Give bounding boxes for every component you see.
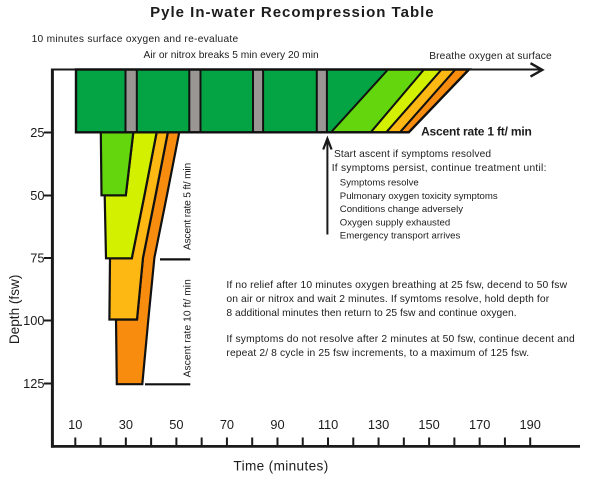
svg-text:10: 10 bbox=[68, 417, 82, 432]
svg-text:Depth (fsw): Depth (fsw) bbox=[7, 275, 22, 345]
svg-text:75: 75 bbox=[30, 251, 44, 266]
svg-text:8 additional minutes then retu: 8 additional minutes then return to 25 f… bbox=[226, 308, 516, 319]
svg-text:Emergency transport arrives: Emergency transport arrives bbox=[340, 230, 461, 241]
svg-text:If symptoms persist, continue: If symptoms persist, continue treatment … bbox=[332, 163, 547, 174]
svg-text:100: 100 bbox=[23, 313, 44, 328]
svg-text:Ascent rate 1 ft/ min: Ascent rate 1 ft/ min bbox=[421, 124, 531, 138]
svg-text:Oxygen supply exhausted: Oxygen supply exhausted bbox=[340, 217, 450, 228]
svg-text:150: 150 bbox=[418, 417, 439, 432]
svg-text:130: 130 bbox=[368, 417, 389, 432]
svg-text:Symptoms resolve: Symptoms resolve bbox=[340, 178, 419, 189]
svg-text:125: 125 bbox=[23, 376, 44, 391]
svg-text:If no relief after 10 minutes: If no relief after 10 minutes oxygen bre… bbox=[226, 280, 567, 291]
svg-text:Ascent rate 5 ft/ min: Ascent rate 5 ft/ min bbox=[183, 163, 194, 250]
svg-text:90: 90 bbox=[270, 417, 284, 432]
svg-text:Pyle In-water Recompression Ta: Pyle In-water Recompression Table bbox=[150, 4, 434, 21]
svg-text:25: 25 bbox=[30, 125, 44, 140]
svg-text:70: 70 bbox=[220, 417, 234, 432]
svg-text:50: 50 bbox=[169, 417, 183, 432]
svg-text:Conditions change adversely: Conditions change adversely bbox=[340, 204, 463, 215]
svg-text:If symptoms do not resolve aft: If symptoms do not resolve after 2 minut… bbox=[226, 334, 575, 345]
svg-text:Start ascent if symptoms resol: Start ascent if symptoms resolved bbox=[334, 149, 491, 160]
svg-text:Pulmonary oxygen toxicity symp: Pulmonary oxygen toxicity symptoms bbox=[340, 191, 498, 202]
svg-text:110: 110 bbox=[318, 417, 338, 432]
svg-text:repeat 2/ 8 cycle in 25 fsw in: repeat 2/ 8 cycle in 25 fsw increments, … bbox=[226, 348, 529, 359]
svg-text:Time (minutes): Time (minutes) bbox=[233, 459, 328, 474]
svg-text:Breathe oxygen at surface: Breathe oxygen at surface bbox=[429, 51, 552, 62]
svg-text:50: 50 bbox=[30, 188, 44, 203]
svg-text:Ascent rate 10 ft/ min: Ascent rate 10 ft/ min bbox=[183, 279, 194, 377]
svg-text:on air or nitrox and wait 2 mi: on air or nitrox and wait 2 minutes. If … bbox=[226, 294, 549, 305]
svg-text:170: 170 bbox=[469, 417, 490, 432]
svg-text:30: 30 bbox=[119, 417, 133, 432]
svg-text:Air or nitrox breaks 5 min eve: Air or nitrox breaks 5 min every 20 min bbox=[144, 50, 319, 61]
svg-text:10 minutes surface oxygen and: 10 minutes surface oxygen and re-evaluat… bbox=[32, 34, 239, 45]
svg-text:190: 190 bbox=[520, 417, 541, 432]
